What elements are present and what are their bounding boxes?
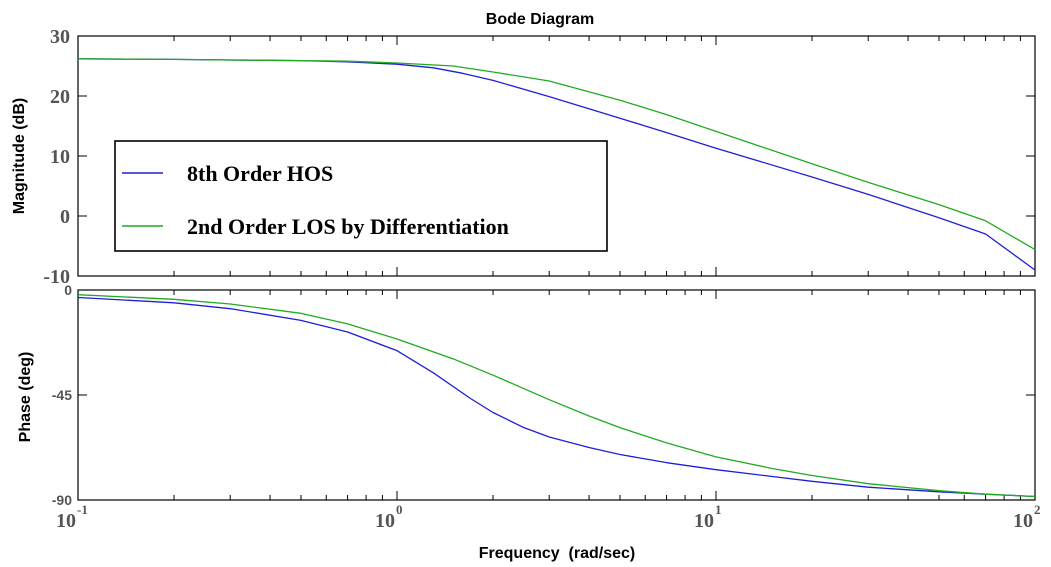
phase-series-line-hos	[77, 296, 1036, 498]
phase-y-tick-label: -45	[52, 387, 72, 403]
magnitude-y-axis-label: Magnitude (dB)	[11, 98, 28, 214]
legend-box	[114, 140, 608, 252]
magnitude-y-tick-label: -10	[43, 266, 70, 288]
x-tick-label-exponent: -1	[77, 502, 88, 517]
x-tick-label-exponent: 0	[396, 502, 403, 517]
magnitude-series	[77, 58, 1036, 271]
magnitude-series-line-los	[77, 58, 1036, 251]
x-tick-label-base: 10	[56, 510, 76, 532]
x-tick-label-exponent: 1	[715, 502, 722, 517]
x-tick-label-base: 10	[1013, 510, 1033, 532]
magnitude-y-tick-label: 20	[50, 86, 70, 108]
phase-series	[77, 294, 1036, 498]
x-axis-label: Frequency (rad/sec)	[479, 545, 636, 562]
magnitude-ticks: -10 0 10 20 30	[43, 26, 1035, 288]
legend: 8th Order HOS 2nd Order LOS by Different…	[114, 140, 608, 252]
chart-title: Bode Diagram	[486, 11, 594, 28]
magnitude-y-tick-label: 10	[50, 146, 70, 168]
x-tick-label: 102	[1013, 502, 1041, 532]
phase-y-tick-label: -90	[52, 492, 72, 508]
x-tick-label-exponent: 2	[1034, 502, 1041, 517]
x-tick-label-base: 10	[375, 510, 395, 532]
phase-y-tick-label: 0	[64, 282, 72, 298]
legend-label-los: 2nd Order LOS by Differentiation	[187, 214, 509, 239]
x-tick-label: 100	[375, 502, 403, 532]
x-tick-label: 101	[694, 502, 722, 532]
phase-y-axis-label: Phase (deg)	[17, 352, 34, 443]
x-tick-label: 10-1	[56, 502, 88, 532]
magnitude-y-tick-label: 30	[50, 26, 70, 48]
phase-series-line-los	[77, 294, 1036, 498]
legend-label-hos: 8th Order HOS	[187, 161, 333, 186]
phase-plot-frame	[77, 289, 1036, 501]
x-tick-label-base: 10	[694, 510, 714, 532]
magnitude-y-tick-label: 0	[60, 206, 70, 228]
